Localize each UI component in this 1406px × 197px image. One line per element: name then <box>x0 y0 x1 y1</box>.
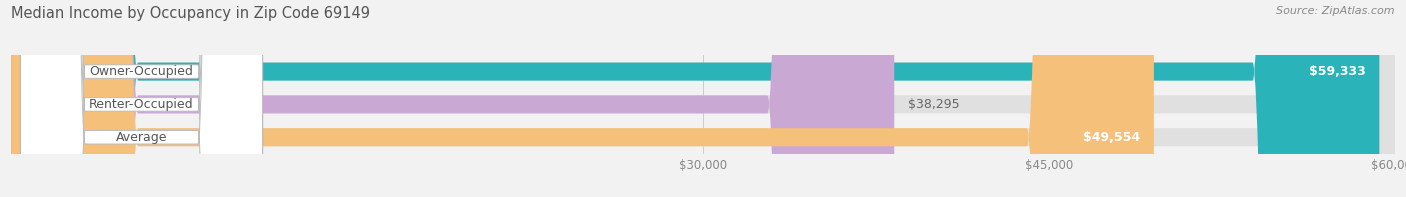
FancyBboxPatch shape <box>21 0 263 197</box>
FancyBboxPatch shape <box>11 0 1379 197</box>
Text: Median Income by Occupancy in Zip Code 69149: Median Income by Occupancy in Zip Code 6… <box>11 6 370 21</box>
Text: Owner-Occupied: Owner-Occupied <box>90 65 194 78</box>
FancyBboxPatch shape <box>11 0 1154 197</box>
Text: $59,333: $59,333 <box>1309 65 1365 78</box>
FancyBboxPatch shape <box>11 0 1395 197</box>
Text: Renter-Occupied: Renter-Occupied <box>89 98 194 111</box>
FancyBboxPatch shape <box>11 0 894 197</box>
FancyBboxPatch shape <box>21 0 263 197</box>
FancyBboxPatch shape <box>21 0 263 197</box>
Text: Average: Average <box>115 131 167 144</box>
FancyBboxPatch shape <box>11 0 1395 197</box>
Text: Source: ZipAtlas.com: Source: ZipAtlas.com <box>1277 6 1395 16</box>
FancyBboxPatch shape <box>11 0 1395 197</box>
Text: $38,295: $38,295 <box>908 98 960 111</box>
Text: $49,554: $49,554 <box>1083 131 1140 144</box>
